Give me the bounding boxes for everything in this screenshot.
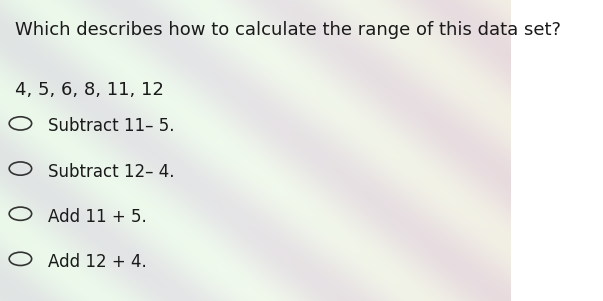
Text: 4, 5, 6, 8, 11, 12: 4, 5, 6, 8, 11, 12: [15, 81, 164, 99]
Text: Which describes how to calculate the range of this data set?: Which describes how to calculate the ran…: [15, 21, 561, 39]
Text: Subtract 12– 4.: Subtract 12– 4.: [48, 163, 175, 181]
Text: Subtract 11– 5.: Subtract 11– 5.: [48, 117, 175, 135]
Text: Add 12 + 4.: Add 12 + 4.: [48, 253, 147, 271]
Text: Add 11 + 5.: Add 11 + 5.: [48, 208, 147, 226]
